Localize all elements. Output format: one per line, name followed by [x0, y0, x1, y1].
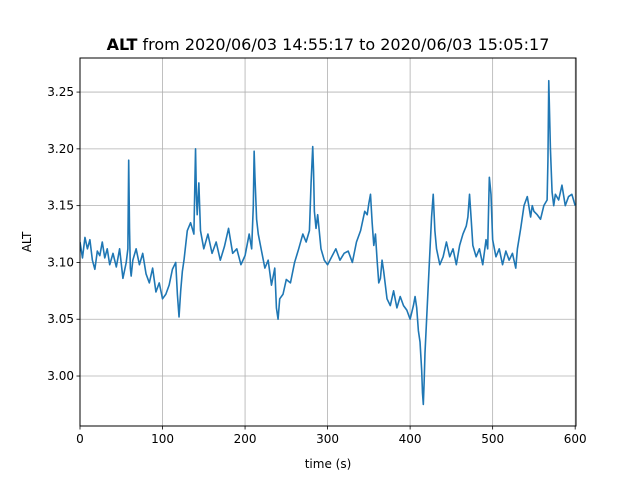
y-tick-label: 3.25	[47, 85, 74, 99]
series-line	[80, 79, 576, 406]
x-tick-label: 0	[76, 432, 84, 446]
y-axis-label: ALT	[20, 231, 34, 252]
x-tick-label: 300	[316, 432, 339, 446]
data-layer	[80, 79, 576, 406]
chart-title: ALT from 2020/06/03 14:55:17 to 2020/06/…	[107, 35, 550, 54]
title-rest: from 2020/06/03 14:55:17 to 2020/06/03 1…	[137, 35, 549, 54]
x-tick-label: 100	[151, 432, 174, 446]
x-tick-label: 400	[399, 432, 422, 446]
x-tick-label: 600	[564, 432, 587, 446]
x-tick-label: 200	[234, 432, 257, 446]
ticks: 0 100 200 300 400 500 600 3.00 3.05 3.10 3.15 3.20 3…	[47, 85, 586, 446]
y-tick-label: 3.20	[47, 142, 74, 156]
y-tick-label: 3.10	[47, 255, 74, 269]
x-axis-label: time (s)	[305, 457, 352, 471]
x-tick-label: 500	[481, 432, 504, 446]
y-tick-label: 3.15	[47, 199, 74, 213]
y-tick-label: 3.00	[47, 369, 74, 383]
plot-frame	[79, 57, 577, 427]
title-bold: ALT	[107, 35, 138, 54]
y-tick-label: 3.05	[47, 312, 74, 326]
